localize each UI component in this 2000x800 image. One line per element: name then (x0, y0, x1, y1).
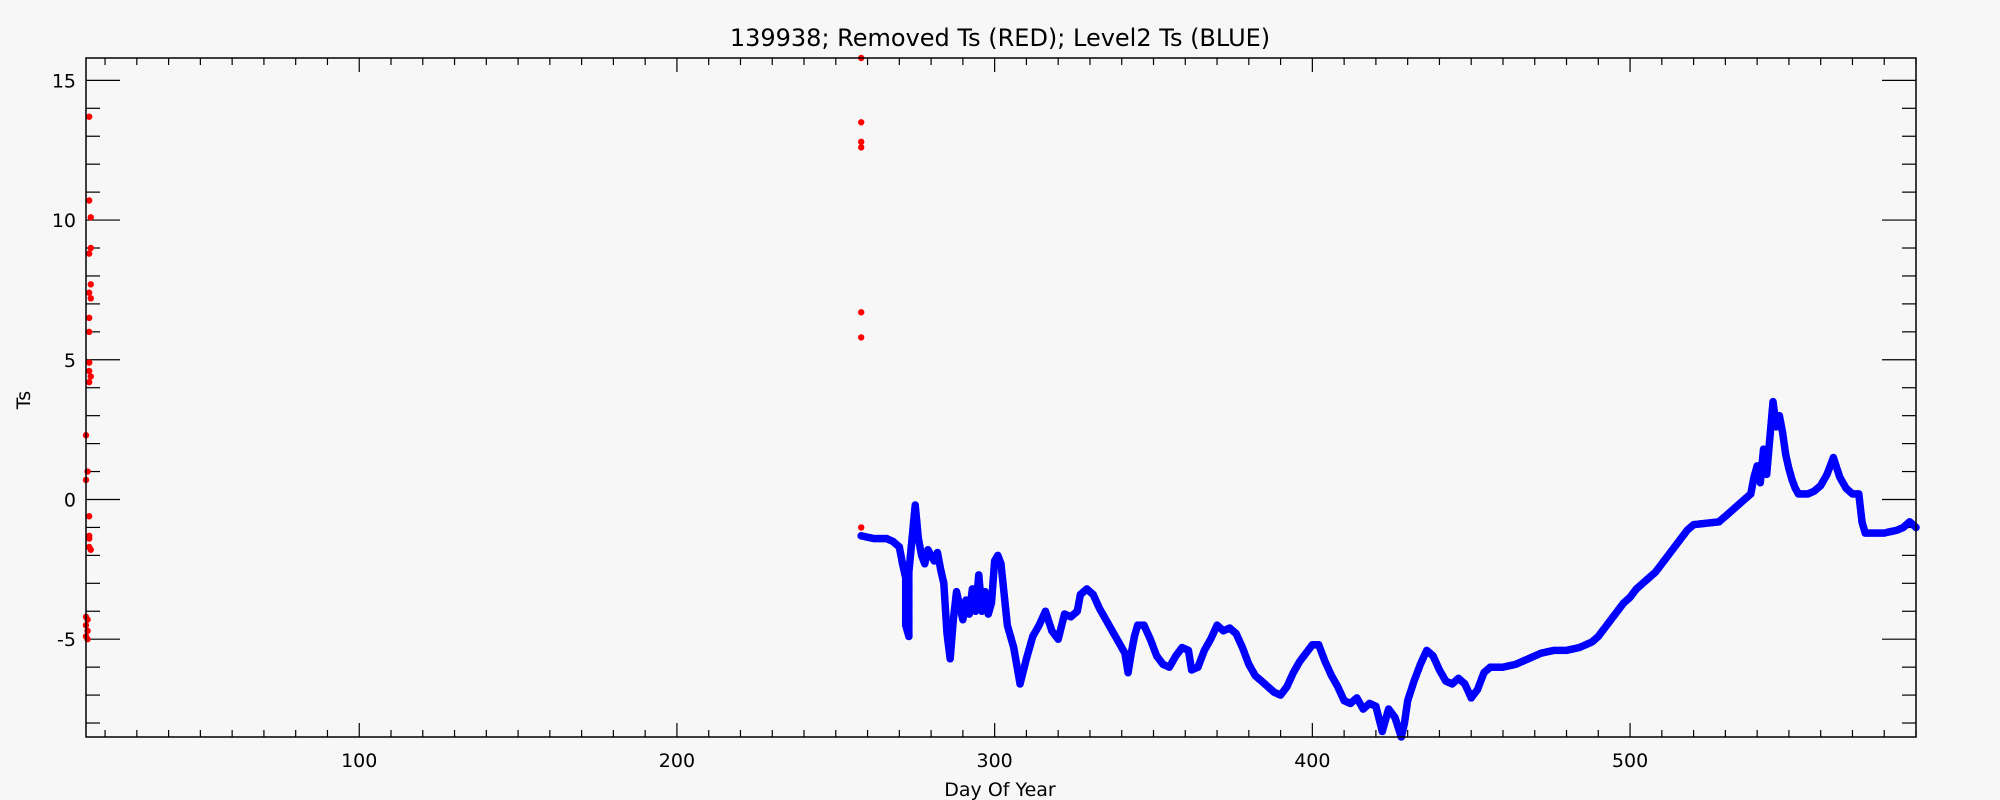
red-point (85, 378, 93, 386)
red-point (85, 367, 93, 375)
x-tick-label: 300 (977, 750, 1013, 772)
y-tick-label: -5 (57, 629, 76, 651)
blue-series (857, 397, 1920, 741)
red-point (87, 281, 94, 288)
y-tick-label: 15 (52, 70, 76, 92)
x-tick-label: 500 (1612, 750, 1648, 772)
red-point (858, 524, 865, 531)
red-point (87, 214, 94, 221)
red-point (85, 113, 93, 120)
red-point (85, 289, 93, 296)
y-tick-label: 5 (64, 350, 76, 372)
red-point (858, 309, 865, 316)
red-point (858, 119, 865, 126)
x-tick-label: 200 (659, 750, 695, 772)
red-point (85, 328, 93, 336)
x-axis-label: Day Of Year (944, 779, 1056, 800)
y-tick-label: 10 (52, 210, 76, 232)
red-point (85, 535, 93, 542)
y-axis-label: Ts (13, 391, 35, 410)
red-point (87, 244, 94, 252)
red-point (858, 334, 865, 341)
red-point (858, 144, 865, 151)
red-point (85, 359, 93, 366)
red-point (87, 546, 94, 553)
red-point (87, 373, 94, 380)
axis-ticks: 100 200 300 400 500 -5 0 5 10 15 (52, 58, 1917, 772)
y-tick-label: 0 (64, 489, 76, 511)
x-tick-label: 100 (341, 750, 377, 772)
plot-frame (85, 57, 1917, 738)
chart-title: 139938; Removed Ts (RED); Level2 Ts (BLU… (730, 24, 1270, 52)
red-point (87, 295, 94, 302)
red-point (85, 250, 93, 257)
red-point (85, 197, 93, 204)
red-point (85, 314, 93, 322)
x-tick-label: 400 (1294, 750, 1330, 772)
red-series (82, 54, 865, 643)
red-point (85, 513, 93, 520)
red-point (858, 138, 865, 146)
